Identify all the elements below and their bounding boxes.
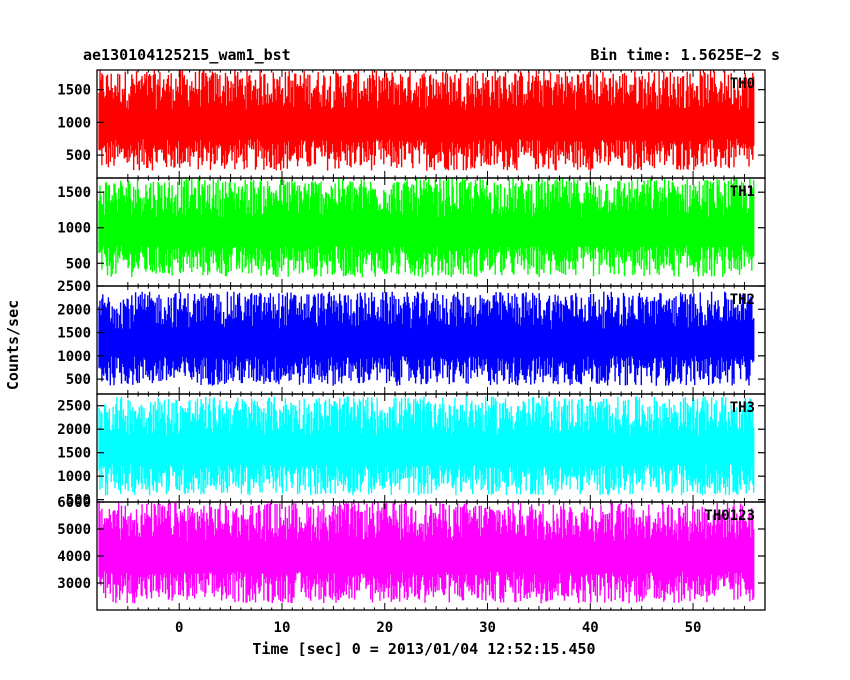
y-tick-label: 5000	[57, 522, 91, 538]
y-tick-label: 1500	[57, 326, 91, 342]
panel-label: TH0123	[704, 508, 755, 524]
y-tick-label: 1000	[57, 221, 91, 237]
panel-th0123: 3000 4000 5000 6000 TH0123	[57, 495, 766, 611]
panels: 500 1000 1500 TH0 500 1000 1500 TH1 500 1000 1500 2…	[57, 69, 766, 611]
x-axis: 0 10 20 30 40 50	[175, 620, 701, 636]
x-tick-label: 30	[479, 620, 496, 636]
series-th0	[98, 70, 755, 171]
x-tick-label: 0	[175, 620, 183, 636]
y-tick-label: 2500	[57, 279, 91, 295]
y-tick-label: 1000	[57, 469, 91, 485]
y-tick-label: 1500	[57, 446, 91, 462]
bin-time-label: Bin time: 1.5625E−2 s	[590, 46, 780, 64]
y-tick-label: 1500	[57, 83, 91, 99]
y-tick-label: 2500	[57, 399, 91, 415]
y-tick-label: 500	[66, 256, 91, 272]
y-tick-label: 500	[66, 148, 91, 164]
y-tick-label: 1000	[57, 349, 91, 365]
chart-title: ae130104125215_wam1_bst	[83, 46, 291, 64]
y-tick-label: 2000	[57, 422, 91, 438]
series-th0123	[98, 502, 755, 604]
panel-label: TH3	[730, 400, 755, 416]
series-th3	[98, 396, 755, 496]
series-th2	[98, 291, 755, 386]
panel-label: TH1	[730, 184, 755, 200]
y-tick-label: 3000	[57, 576, 91, 592]
panel-th3: 500 1000 1500 2000 2500 TH3	[57, 393, 766, 509]
panel-th2: 500 1000 1500 2000 2500 TH2	[57, 279, 766, 395]
panel-th0: 500 1000 1500 TH0	[57, 69, 766, 179]
y-tick-label: 6000	[57, 495, 91, 511]
y-tick-label: 500	[66, 372, 91, 388]
panel-label: TH2	[730, 292, 755, 308]
x-tick-label: 20	[376, 620, 393, 636]
panel-label: TH0	[730, 76, 755, 92]
y-tick-label: 1000	[57, 115, 91, 131]
series-th1	[98, 178, 755, 278]
y-axis-label: Counts/sec	[4, 300, 22, 390]
x-tick-label: 10	[274, 620, 291, 636]
panel-th1: 500 1000 1500 TH1	[57, 177, 766, 287]
x-tick-label: 40	[582, 620, 599, 636]
x-tick-label: 50	[685, 620, 702, 636]
x-axis-label: Time [sec] 0 = 2013/01/04 12:52:15.450	[252, 640, 595, 658]
y-tick-label: 2000	[57, 302, 91, 318]
y-tick-label: 4000	[57, 549, 91, 565]
y-tick-label: 500	[66, 493, 91, 509]
y-tick-label: 1500	[57, 185, 91, 201]
